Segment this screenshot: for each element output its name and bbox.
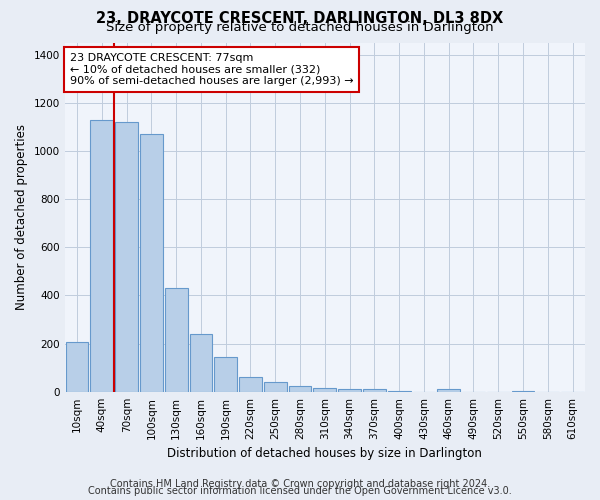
Text: Contains HM Land Registry data © Crown copyright and database right 2024.: Contains HM Land Registry data © Crown c… bbox=[110, 479, 490, 489]
Bar bbox=[437, 390, 460, 392]
Y-axis label: Number of detached properties: Number of detached properties bbox=[15, 124, 28, 310]
Bar bbox=[388, 390, 410, 392]
Bar bbox=[190, 334, 212, 392]
Bar bbox=[264, 382, 287, 392]
Text: 23, DRAYCOTE CRESCENT, DARLINGTON, DL3 8DX: 23, DRAYCOTE CRESCENT, DARLINGTON, DL3 8… bbox=[97, 11, 503, 26]
Bar bbox=[91, 120, 113, 392]
Bar bbox=[140, 134, 163, 392]
X-axis label: Distribution of detached houses by size in Darlington: Distribution of detached houses by size … bbox=[167, 447, 482, 460]
Bar bbox=[512, 390, 535, 392]
Bar bbox=[214, 357, 237, 392]
Bar bbox=[338, 390, 361, 392]
Text: 23 DRAYCOTE CRESCENT: 77sqm
← 10% of detached houses are smaller (332)
90% of se: 23 DRAYCOTE CRESCENT: 77sqm ← 10% of det… bbox=[70, 53, 353, 86]
Bar bbox=[313, 388, 336, 392]
Bar bbox=[239, 378, 262, 392]
Bar bbox=[65, 342, 88, 392]
Bar bbox=[115, 122, 138, 392]
Bar bbox=[363, 390, 386, 392]
Text: Contains public sector information licensed under the Open Government Licence v3: Contains public sector information licen… bbox=[88, 486, 512, 496]
Bar bbox=[165, 288, 188, 392]
Text: Size of property relative to detached houses in Darlington: Size of property relative to detached ho… bbox=[106, 22, 494, 35]
Bar bbox=[289, 386, 311, 392]
